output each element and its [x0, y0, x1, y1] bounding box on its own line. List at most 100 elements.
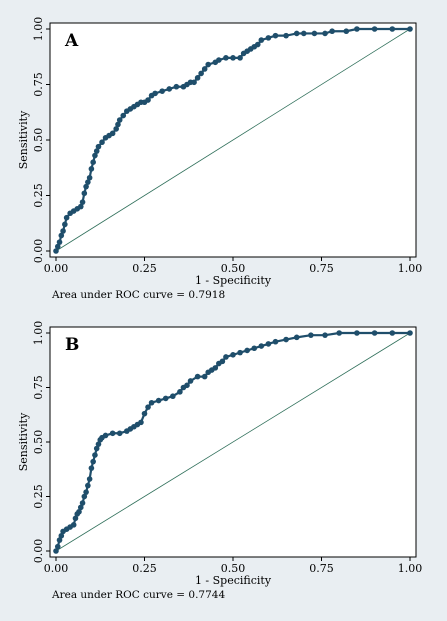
roc-point: [115, 121, 121, 128]
roc-point: [212, 365, 219, 371]
roc-point: [230, 55, 236, 61]
roc-point: [293, 30, 300, 37]
roc-point: [81, 493, 88, 500]
roc-point: [293, 334, 300, 341]
roc-point: [85, 482, 91, 489]
roc-point: [251, 345, 258, 352]
roc-point: [141, 410, 148, 417]
roc-point: [223, 354, 229, 360]
x-tick-label: 1.00: [398, 562, 423, 575]
roc-point: [109, 430, 116, 437]
roc-point: [53, 548, 59, 554]
roc-point: [191, 79, 197, 86]
roc-point: [152, 90, 158, 97]
roc-point: [265, 341, 272, 347]
roc-point: [86, 476, 93, 482]
x-tick-label: 1.00: [398, 262, 423, 275]
roc-point: [322, 332, 328, 338]
roc-point: [301, 30, 307, 37]
roc-point: [90, 458, 96, 465]
roc-point: [79, 199, 86, 205]
roc-point: [145, 97, 151, 103]
roc-point: [113, 126, 119, 132]
auc-caption: Area under ROC curve = 0.7918: [51, 289, 225, 301]
roc-point: [254, 41, 261, 48]
x-axis-label: 1 - Specificity: [195, 274, 272, 287]
roc-point: [371, 26, 378, 32]
x-tick-label: 0.75: [309, 562, 334, 575]
roc-point: [92, 452, 98, 458]
auc-caption: Area under ROC curve = 0.7744: [51, 589, 225, 601]
roc-point: [155, 397, 162, 404]
roc-point: [60, 228, 66, 234]
x-tick-label: 0.75: [309, 262, 334, 275]
reference-diagonal: [55, 332, 411, 552]
roc-point: [198, 70, 204, 77]
y-axis-label: Sensitivity: [17, 110, 30, 169]
roc-point: [159, 88, 165, 94]
roc-point: [92, 152, 98, 159]
roc-point: [322, 30, 328, 37]
roc-point: [83, 183, 89, 190]
roc-point: [72, 515, 79, 522]
roc-point: [265, 35, 272, 41]
roc-point: [237, 55, 243, 61]
x-tick-label: 0.00: [44, 262, 69, 275]
y-tick-label: 0.00: [32, 539, 45, 564]
roc-point: [53, 248, 59, 254]
roc-point: [93, 148, 100, 154]
roc-point: [343, 28, 350, 35]
roc-point: [407, 330, 413, 336]
roc-point: [166, 86, 173, 92]
roc-point: [237, 349, 243, 356]
roc-point: [109, 130, 116, 137]
y-tick-label: 0.50: [32, 128, 45, 153]
roc-point: [194, 373, 201, 380]
roc-point: [354, 26, 360, 32]
roc-point: [95, 441, 102, 447]
roc-point: [216, 57, 222, 63]
roc-point: [76, 508, 82, 515]
roc-point: [184, 382, 190, 389]
roc-point: [187, 378, 194, 384]
roc-point: [205, 61, 212, 68]
y-tick-label: 0.25: [32, 484, 45, 509]
roc-point: [219, 358, 226, 365]
roc-point: [311, 30, 318, 37]
roc-point: [194, 75, 201, 81]
roc-point: [162, 395, 169, 402]
panel-label: B: [65, 335, 79, 355]
roc-point: [138, 419, 144, 426]
roc-point: [308, 332, 314, 338]
y-tick-label: 0.50: [32, 430, 45, 455]
roc-point: [258, 343, 265, 349]
y-tick-label: 1.00: [32, 17, 45, 42]
roc-point: [79, 500, 86, 506]
roc-point: [77, 203, 84, 210]
roc-point: [86, 174, 93, 181]
roc-point: [407, 26, 413, 32]
roc-point: [62, 221, 68, 228]
x-tick-label: 0.25: [132, 562, 157, 575]
roc-point: [58, 532, 65, 539]
roc-point: [283, 336, 289, 343]
roc-point: [54, 243, 61, 250]
x-tick-label: 0.25: [132, 262, 157, 275]
y-tick-label: 0.75: [32, 375, 45, 400]
roc-point: [88, 465, 95, 471]
roc-point: [54, 543, 61, 550]
roc-point: [329, 28, 335, 35]
roc-point: [244, 347, 250, 354]
roc-point: [371, 330, 378, 336]
roc-point: [93, 445, 100, 452]
x-axis-label: 1 - Specificity: [195, 574, 272, 587]
roc-point: [389, 330, 396, 336]
roc-point: [56, 537, 63, 543]
roc-panel-b: 0.00 0.25 0.50 0.75 1.00 0.00 0.25 0.50 0.75 1.00…: [8, 318, 439, 616]
roc-point: [88, 166, 95, 172]
roc-point: [102, 432, 109, 439]
roc-point: [336, 330, 343, 336]
roc-point: [223, 55, 229, 61]
roc-point: [116, 117, 123, 123]
